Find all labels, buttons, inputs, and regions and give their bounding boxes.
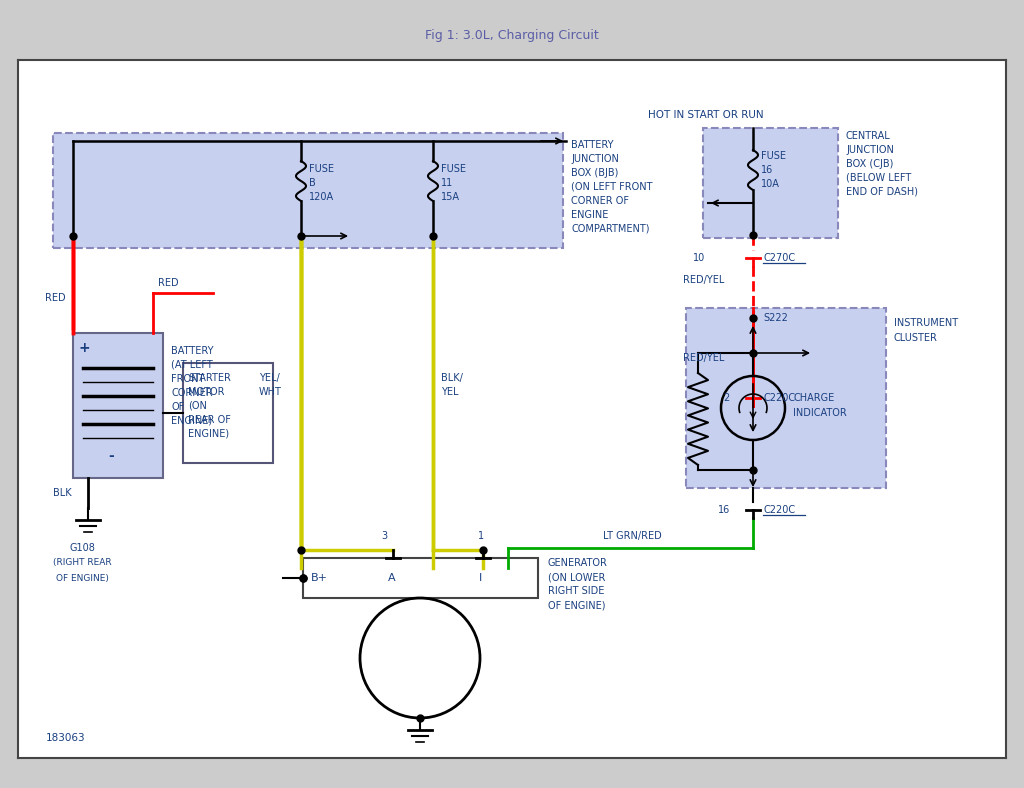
Text: WHT: WHT xyxy=(259,387,282,397)
Text: C220C: C220C xyxy=(763,505,795,515)
Text: I: I xyxy=(479,573,482,583)
Text: JUNCTION: JUNCTION xyxy=(846,145,894,155)
Text: YEL: YEL xyxy=(441,387,459,397)
Bar xyxy=(686,308,886,488)
Text: 2: 2 xyxy=(723,393,729,403)
Text: CORNER OF: CORNER OF xyxy=(571,196,629,206)
Text: 10A: 10A xyxy=(761,179,780,189)
Text: (ON LEFT FRONT: (ON LEFT FRONT xyxy=(571,182,652,192)
Text: YEL/: YEL/ xyxy=(259,373,280,383)
Text: RED: RED xyxy=(45,293,66,303)
Text: B+: B+ xyxy=(311,573,328,583)
Text: MOTOR: MOTOR xyxy=(188,387,224,397)
Text: 1: 1 xyxy=(478,531,484,541)
Text: 183063: 183063 xyxy=(46,733,86,743)
Text: Fig 1: 3.0L, Charging Circuit: Fig 1: 3.0L, Charging Circuit xyxy=(425,29,599,42)
Bar xyxy=(703,128,838,238)
Text: BATTERY: BATTERY xyxy=(171,346,213,356)
Text: 11: 11 xyxy=(441,178,454,188)
Text: ENGINE): ENGINE) xyxy=(171,416,212,426)
Text: BOX (CJB): BOX (CJB) xyxy=(846,159,893,169)
Text: FUSE: FUSE xyxy=(441,164,466,174)
Text: BLK/: BLK/ xyxy=(441,373,463,383)
Text: FRONT: FRONT xyxy=(171,374,205,384)
Text: 16: 16 xyxy=(761,165,773,175)
Text: ENGINE): ENGINE) xyxy=(188,429,229,439)
Text: OF ENGINE): OF ENGINE) xyxy=(548,600,605,610)
Bar xyxy=(53,133,563,248)
Text: HOT IN START OR RUN: HOT IN START OR RUN xyxy=(648,110,764,120)
Text: (ON LOWER: (ON LOWER xyxy=(548,572,605,582)
Text: BLK: BLK xyxy=(53,488,72,498)
Text: 10: 10 xyxy=(693,253,706,263)
Text: CENTRAL: CENTRAL xyxy=(846,131,891,141)
Text: COMPARTMENT): COMPARTMENT) xyxy=(571,224,649,234)
Text: ENGINE: ENGINE xyxy=(571,210,608,220)
Text: FUSE: FUSE xyxy=(309,164,334,174)
Bar xyxy=(183,363,273,463)
Text: S222: S222 xyxy=(763,313,787,323)
Text: B: B xyxy=(309,178,315,188)
Text: GENERATOR: GENERATOR xyxy=(548,558,608,568)
Text: STARTER: STARTER xyxy=(188,373,230,383)
Text: INSTRUMENT: INSTRUMENT xyxy=(894,318,958,328)
Text: (AT LEFT: (AT LEFT xyxy=(171,360,213,370)
Text: BOX (BJB): BOX (BJB) xyxy=(571,168,618,178)
Text: OF ENGINE): OF ENGINE) xyxy=(56,574,109,582)
Text: +: + xyxy=(78,341,90,355)
Text: 15A: 15A xyxy=(441,192,460,202)
Bar xyxy=(303,558,538,598)
Text: END OF DASH): END OF DASH) xyxy=(846,187,918,197)
Text: RED/YEL: RED/YEL xyxy=(683,275,724,285)
Text: CORNER: CORNER xyxy=(171,388,213,398)
Text: RED: RED xyxy=(158,278,178,288)
Bar xyxy=(73,333,163,478)
Text: CHARGE: CHARGE xyxy=(793,393,835,403)
Text: REAR OF: REAR OF xyxy=(188,415,230,425)
Text: FUSE: FUSE xyxy=(761,151,786,161)
Text: BATTERY: BATTERY xyxy=(571,140,613,150)
Text: (ON: (ON xyxy=(188,401,207,411)
Text: G108: G108 xyxy=(70,543,96,553)
Text: 3: 3 xyxy=(381,531,387,541)
Text: C270C: C270C xyxy=(763,253,795,263)
Text: 120A: 120A xyxy=(309,192,334,202)
Text: OF: OF xyxy=(171,402,184,412)
Text: (BELOW LEFT: (BELOW LEFT xyxy=(846,173,911,183)
Text: JUNCTION: JUNCTION xyxy=(571,154,618,164)
Text: (RIGHT REAR: (RIGHT REAR xyxy=(53,559,112,567)
Text: -: - xyxy=(108,449,114,463)
Text: CLUSTER: CLUSTER xyxy=(894,333,938,343)
Text: C220C: C220C xyxy=(763,393,795,403)
Text: INDICATOR: INDICATOR xyxy=(793,408,847,418)
Text: LT GRN/RED: LT GRN/RED xyxy=(603,531,662,541)
Text: 16: 16 xyxy=(718,505,730,515)
Text: RED/YEL: RED/YEL xyxy=(683,353,724,363)
Text: A: A xyxy=(388,573,395,583)
Text: RIGHT SIDE: RIGHT SIDE xyxy=(548,586,604,596)
